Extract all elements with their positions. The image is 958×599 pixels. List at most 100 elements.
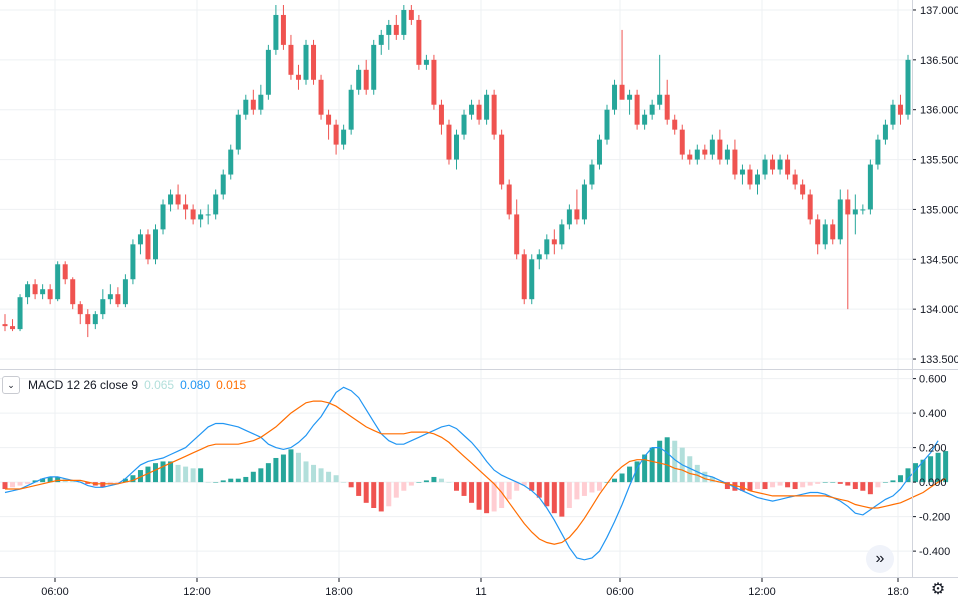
price-tick-label: 133.500	[920, 354, 958, 366]
candle-down	[792, 174, 798, 185]
histogram-bar	[822, 482, 828, 483]
histogram-bar	[205, 482, 211, 483]
histogram-bar	[183, 466, 189, 483]
histogram-bar	[491, 482, 497, 512]
histogram-bar	[311, 464, 317, 483]
histogram-bar	[416, 482, 422, 483]
histogram-bar	[393, 482, 399, 498]
histogram-bar	[469, 482, 475, 503]
candle-up	[378, 34, 384, 45]
time-tick-label: 18:00	[325, 586, 353, 598]
histogram-bar	[551, 482, 557, 514]
histogram-bar	[55, 476, 61, 483]
histogram-bar	[905, 468, 911, 483]
candle-up	[484, 94, 490, 120]
candle-up	[423, 59, 429, 65]
candle-down	[175, 194, 181, 205]
time-axis[interactable]: 06:00 12:00 18:00 11 06:00 12:00 18:0	[41, 578, 909, 598]
candle-up	[243, 99, 249, 115]
histogram-bar	[755, 482, 760, 490]
candle-down	[393, 24, 399, 35]
candle-down	[333, 124, 339, 145]
candle-up	[536, 254, 542, 260]
macd-lines	[4, 386, 946, 561]
histogram-bar	[137, 470, 143, 483]
histogram-bar	[100, 482, 106, 488]
histogram-bar	[250, 471, 256, 483]
histogram-bar	[830, 482, 836, 483]
histogram-bar	[273, 457, 279, 483]
candle-down	[62, 264, 68, 280]
histogram-bar	[935, 452, 941, 483]
histogram-bar	[619, 473, 625, 483]
histogram-bar	[807, 482, 813, 486]
histogram-bar	[943, 451, 949, 483]
histogram-bar	[175, 464, 181, 483]
histogram-bar	[356, 482, 362, 496]
candle-up	[581, 184, 587, 220]
price-grid	[0, 0, 912, 369]
candle-up	[341, 129, 347, 145]
candle-up	[875, 139, 881, 165]
histogram-bar	[2, 482, 8, 490]
histogram-bar	[777, 482, 783, 486]
macd-tick-label: 0.200	[919, 443, 947, 455]
histogram-bar	[220, 480, 226, 483]
candle-down	[311, 44, 317, 80]
histogram-bar	[70, 480, 76, 483]
chevron-down-icon[interactable]: ⌄	[2, 376, 20, 394]
price-axis[interactable]: 137.000 136.500 136.000 135.500 135.000 134.5…	[912, 5, 958, 366]
candle-up	[596, 139, 602, 165]
macd-histogram	[2, 437, 949, 517]
histogram-bar	[461, 482, 467, 496]
histogram-bar	[657, 440, 663, 483]
histogram-bar	[122, 478, 128, 483]
histogram-bar	[235, 478, 241, 483]
candle-up	[612, 84, 618, 110]
candle-down	[250, 99, 256, 110]
candle-down	[408, 9, 414, 20]
histogram-bar	[265, 463, 271, 483]
candle-up	[25, 284, 31, 298]
candle-up	[137, 234, 143, 245]
histogram-bar	[130, 475, 136, 483]
histogram-bar	[529, 482, 535, 491]
histogram-bar	[928, 456, 934, 483]
candle-down	[717, 139, 723, 160]
scroll-to-realtime-button[interactable]: »	[866, 545, 894, 573]
price-tick-label: 135.500	[920, 155, 958, 167]
candle-up	[213, 194, 219, 215]
candle-up	[454, 134, 459, 160]
candle-up	[589, 164, 595, 185]
candle-down	[115, 294, 121, 305]
histogram-bar	[627, 466, 633, 483]
histogram-bar	[115, 482, 121, 484]
histogram-bar	[168, 461, 174, 483]
histogram-bar	[762, 482, 768, 490]
candle-down	[619, 84, 625, 100]
histogram-bar	[228, 478, 234, 483]
histogram-bar	[890, 480, 896, 483]
candle-down	[295, 74, 301, 80]
histogram-bar	[913, 463, 919, 483]
time-tick-label: 06:00	[41, 586, 69, 598]
candle-up	[852, 209, 858, 215]
candle-up	[153, 229, 158, 260]
macd-tick-label: 0.400	[919, 408, 947, 420]
histogram-bar	[612, 478, 618, 483]
candle-down	[491, 94, 497, 135]
price-tick-label: 137.000	[920, 5, 958, 17]
gear-icon[interactable]: ⚙	[930, 581, 946, 598]
histogram-bar	[845, 482, 851, 486]
price-tick-label: 135.000	[920, 204, 958, 216]
histogram-bar	[882, 482, 888, 483]
price-tick-label: 136.000	[920, 105, 958, 117]
histogram-bar	[875, 482, 881, 488]
candle-up	[348, 89, 354, 130]
time-tick-label: 12:00	[183, 586, 211, 598]
candle-up	[273, 14, 279, 50]
histogram-bar	[920, 459, 926, 483]
candle-down	[551, 239, 557, 245]
candle-up	[905, 59, 911, 115]
